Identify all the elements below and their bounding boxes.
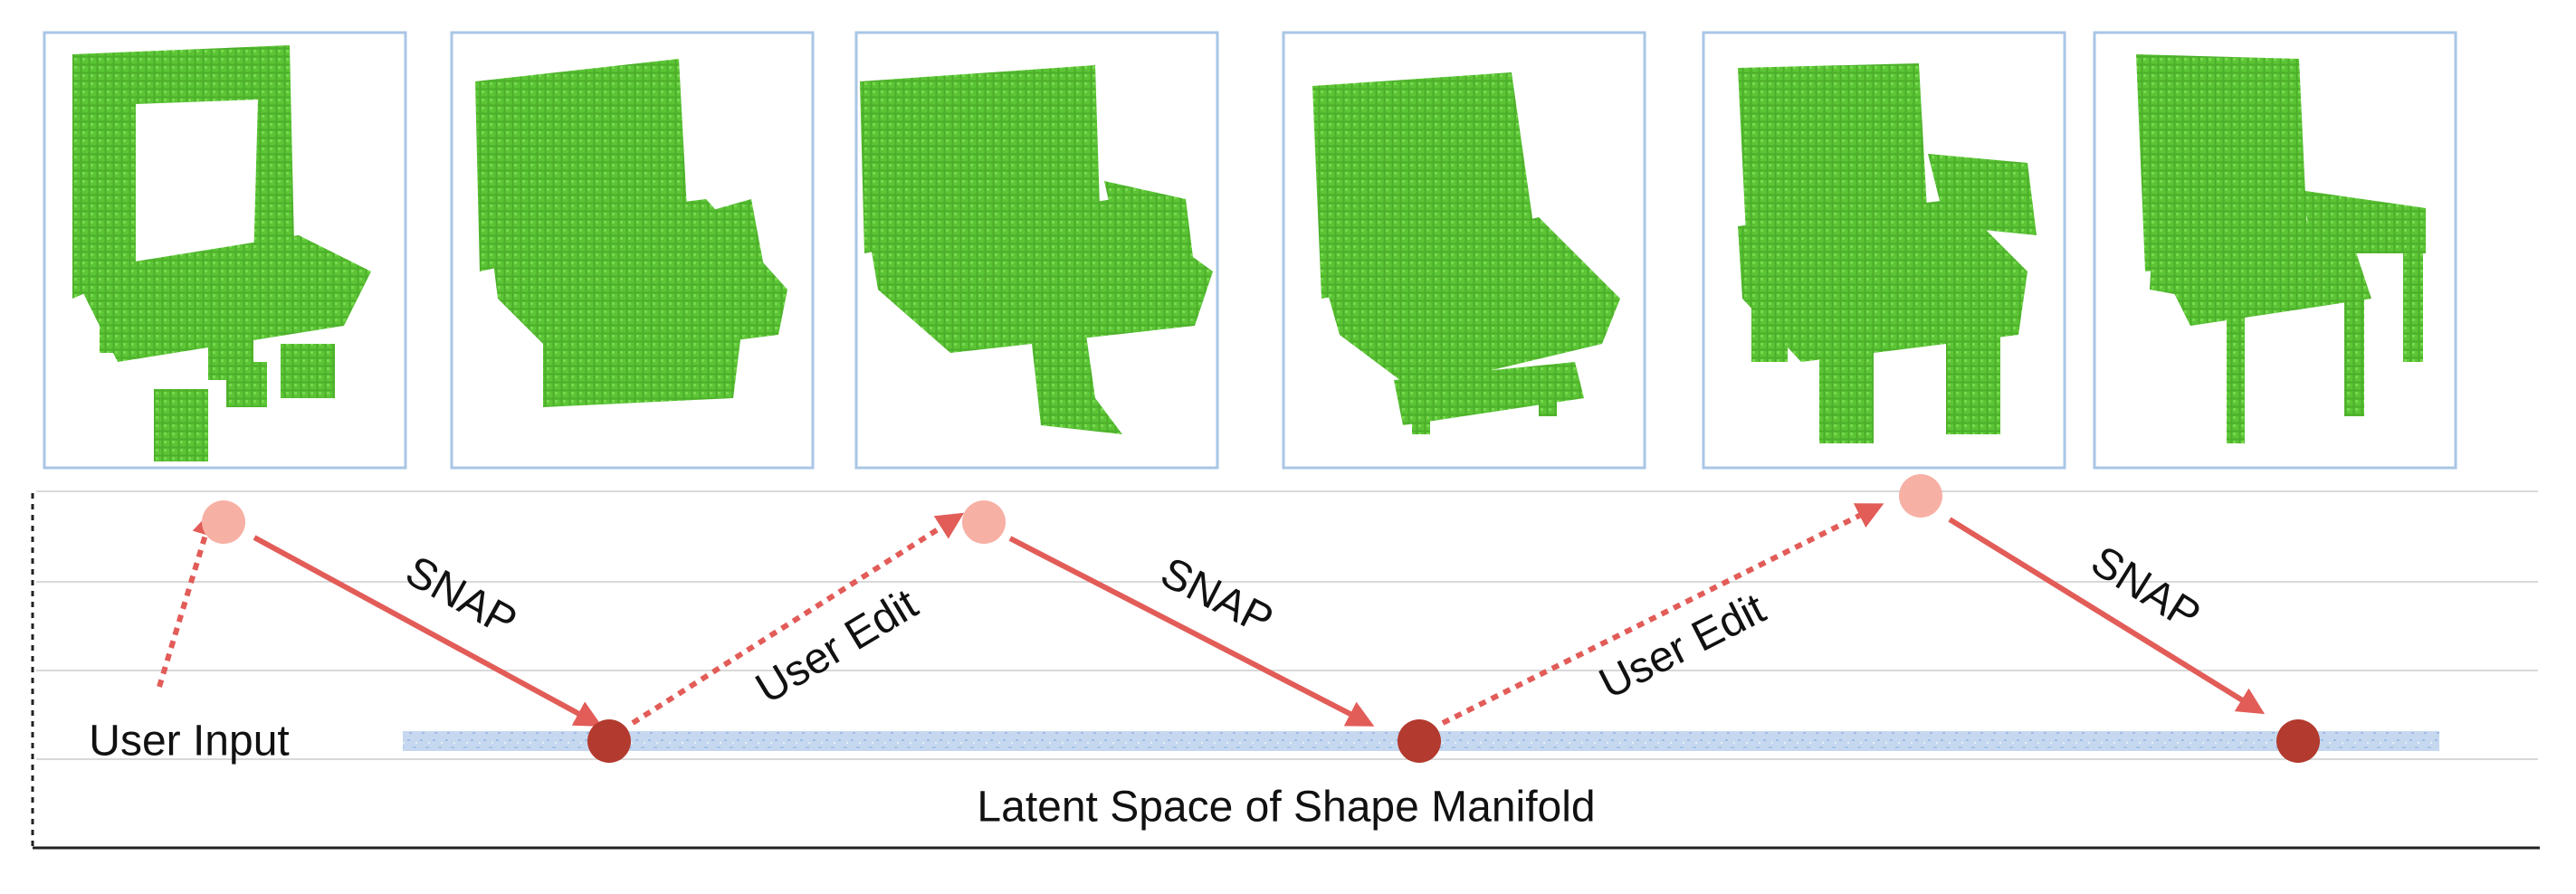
edit-label: User Edit (1592, 585, 1773, 709)
chair-3 (860, 65, 1213, 434)
input-arrow (157, 509, 219, 688)
snap-label: SNAP (2083, 537, 2209, 640)
points (202, 474, 2320, 763)
manifold-point (587, 719, 631, 763)
manifold-label: Latent Space of Shape Manifold (977, 784, 1595, 832)
chair-2 (475, 59, 787, 407)
edit-arrow (631, 512, 965, 726)
manifold-point (1398, 719, 1441, 763)
snap-label: SNAP (397, 547, 524, 647)
chairs (72, 45, 2426, 461)
chair-4 (1312, 72, 1620, 434)
edit-label: User Edit (748, 580, 926, 713)
edited-point (962, 500, 1006, 544)
chair-6 (2136, 54, 2426, 443)
edited-point (1899, 474, 1942, 518)
edited-point (202, 500, 245, 544)
input-label: User Input (89, 718, 289, 766)
manifold-point (2276, 719, 2320, 763)
shape-frames (43, 31, 2457, 470)
snap-arrow (1008, 536, 1375, 727)
chair-1 (72, 45, 371, 461)
arrows (157, 503, 2266, 727)
snap-arrow (1948, 517, 2266, 715)
latent-axes (31, 490, 2540, 850)
snap-arrow (253, 535, 603, 727)
snap-label: SNAP (1153, 548, 1281, 645)
chair-5 (1738, 63, 2037, 443)
edit-arrow (1441, 503, 1884, 726)
